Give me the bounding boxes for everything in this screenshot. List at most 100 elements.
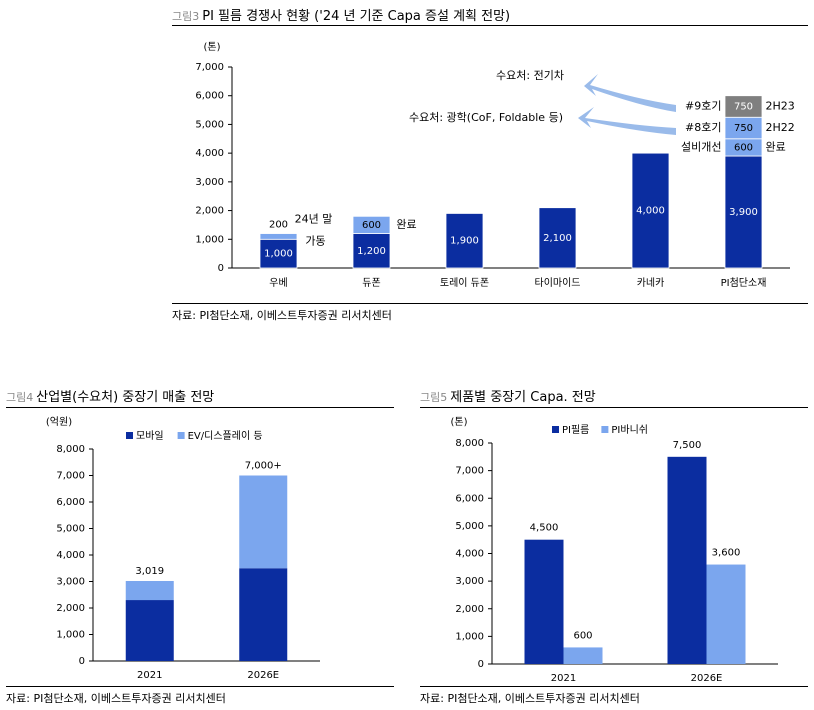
fig3-data-label: 750 (734, 101, 753, 112)
fig3-data-label: 4,000 (636, 206, 665, 217)
fig3-data-label: 200 (269, 220, 288, 231)
fig4-legend-swatch (177, 432, 185, 439)
fig3-source: 자료: PI첨단소재, 이베스트투자증권 리서치센터 (172, 309, 392, 322)
fig5-legend-swatch (601, 426, 609, 433)
fig4-bottom-rule (6, 686, 394, 687)
fig3-annotation: 완료 (766, 140, 786, 153)
fig3-annotation: 24년 말 (295, 213, 333, 226)
fig3-annotation: 가동 (305, 235, 325, 248)
fig4-number: 그림4 (6, 391, 34, 404)
fig4-bar-segment (125, 580, 174, 601)
fig5-x-tick-label: 2021 (551, 673, 576, 684)
fig3-bar-segment (259, 233, 298, 240)
fig4-y-tick-label: 8,000 (56, 444, 85, 455)
fig5-data-label: 600 (573, 630, 592, 641)
fig3-arrow-ev (584, 74, 676, 112)
fig4-bar-segment (239, 475, 288, 569)
fig5-bar (706, 564, 746, 664)
fig4-source: 자료: PI첨단소재, 이베스트투자증권 리서치센터 (6, 692, 226, 705)
fig4-legend-swatch (126, 432, 133, 439)
fig5-source: 자료: PI첨단소재, 이베스트투자증권 리서치센터 (420, 692, 640, 705)
fig3-bar-segment (724, 155, 763, 269)
fig3-arrow-optical (578, 107, 676, 135)
fig5-bar (563, 647, 603, 664)
fig3-data-label: 600 (734, 142, 753, 153)
fig5-data-label: 4,500 (530, 523, 559, 534)
fig3-y-tick-label: 1,000 (195, 234, 224, 245)
fig3-bottom-rule (172, 303, 808, 304)
fig5-y-tick-label: 2,000 (455, 604, 484, 615)
fig3-bar-segment (724, 95, 763, 118)
fig4-x-tick-label: 2026E (247, 670, 279, 681)
fig4-y-tick-label: 1,000 (56, 630, 85, 641)
fig5-y-tick-label: 1,000 (455, 631, 484, 642)
fig3-unit-label: (톤) (203, 41, 220, 53)
fig4-bar-segment (239, 568, 288, 661)
fig5-title-text: 제품별 중장기 Capa. 전망 (450, 390, 596, 405)
fig3-y-tick-label: 4,000 (195, 148, 224, 159)
fig5-title: 그림5 제품별 중장기 Capa. 전망 (420, 386, 596, 405)
fig3-bar-segment (445, 213, 484, 269)
fig3-top-rule (172, 25, 808, 26)
fig3-annotation: #8호기 (685, 121, 721, 134)
fig3-data-label: 3,900 (729, 207, 758, 218)
fig4-legend-label: EV/디스플레이 등 (188, 430, 263, 442)
fig3-y-tick-label: 7,000 (195, 62, 224, 73)
fig3-y-tick-label: 0 (218, 263, 224, 274)
fig4-y-tick-label: 6,000 (56, 497, 85, 508)
fig3-y-tick-label: 5,000 (195, 119, 224, 130)
fig3-x-tick-label: 타이마이드 (535, 277, 581, 289)
fig5-data-label: 3,600 (712, 548, 741, 559)
fig4-title-text: 산업별(수요처) 중장기 매출 전망 (36, 390, 215, 405)
fig4-unit-label: (억원) (46, 416, 72, 428)
fig5-top-rule (420, 407, 808, 408)
fig3-bar-segment (631, 152, 670, 269)
fig3-annotation: 2H22 (766, 121, 795, 134)
fig5-bar (524, 539, 564, 664)
fig5-unit-label: (톤) (450, 416, 467, 428)
fig4-y-tick-label: 5,000 (56, 524, 85, 535)
fig5-y-tick-label: 6,000 (455, 493, 484, 504)
fig3-x-tick-label: PI첨단소재 (721, 277, 767, 289)
fig4-y-tick-label: 0 (79, 656, 85, 667)
fig4-title: 그림4 산업별(수요처) 중장기 매출 전망 (6, 386, 214, 405)
fig5-y-tick-label: 0 (478, 659, 484, 670)
fig3-title: 그림3 PI 필름 경쟁사 현황 ('24 년 기준 Capa 증설 계획 전망) (172, 5, 510, 24)
fig4-y-tick-label: 3,000 (56, 577, 85, 588)
fig3-y-tick-label: 3,000 (195, 177, 224, 188)
fig4-top-rule (6, 407, 394, 408)
fig3-data-label: 750 (734, 123, 753, 134)
fig5-legend-label: PI필름 (562, 424, 589, 436)
fig4-y-tick-label: 4,000 (56, 550, 85, 561)
fig3-data-label: 2,100 (543, 233, 572, 244)
fig3-y-tick-label: 2,000 (195, 206, 224, 217)
fig3-x-tick-label: 우베 (269, 277, 287, 289)
fig4-total-label: 3,019 (135, 566, 164, 577)
fig4-y-tick-label: 7,000 (56, 471, 85, 482)
fig5-data-label: 7,500 (673, 440, 702, 451)
fig4-bar-segment (125, 600, 174, 661)
fig5-number: 그림5 (420, 391, 448, 404)
fig4-x-tick-label: 2021 (137, 670, 162, 681)
fig3-title-text: PI 필름 경쟁사 현황 ('24 년 기준 Capa 증설 계획 전망) (202, 9, 511, 24)
fig5-y-tick-label: 7,000 (455, 466, 484, 477)
fig4-total-label: 7,000+ (245, 461, 282, 472)
fig3-bar-segment (538, 207, 577, 269)
fig3-annotation: 완료 (396, 218, 416, 231)
fig5-bottom-rule (420, 686, 808, 687)
fig3-annotation: 수요처: 전기차 (496, 69, 564, 82)
fig5-y-tick-label: 5,000 (455, 521, 484, 532)
fig3-data-label: 1,000 (264, 249, 293, 260)
fig3-number: 그림3 (172, 10, 200, 23)
fig5-y-tick-label: 4,000 (455, 549, 484, 560)
fig5-y-tick-label: 3,000 (455, 576, 484, 587)
fig3-data-label: 1,200 (357, 246, 386, 257)
fig5-legend-swatch (552, 426, 559, 433)
fig3-annotation: 2H23 (766, 99, 795, 112)
fig4-legend-label: 모바일 (136, 430, 164, 442)
fig4-y-tick-label: 2,000 (56, 603, 85, 614)
fig5-legend-label: PI바니쉬 (611, 424, 648, 436)
fig3-annotation: 설비개선 (681, 140, 721, 153)
fig3-y-tick-label: 6,000 (195, 91, 224, 102)
fig5-y-tick-label: 8,000 (455, 438, 484, 449)
